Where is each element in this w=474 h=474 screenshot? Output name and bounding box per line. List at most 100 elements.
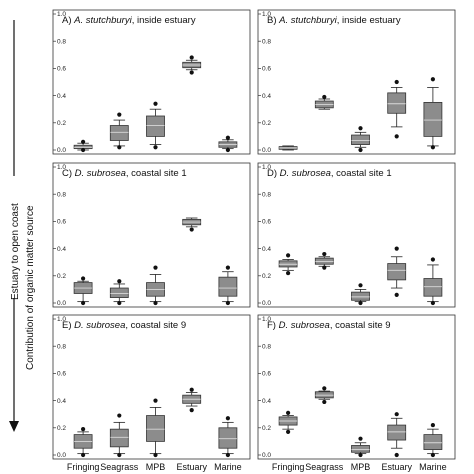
outlier-point [430, 257, 435, 262]
box-seagrass: Seagrass [305, 386, 344, 472]
box-marine [423, 257, 443, 306]
outlier-point [358, 300, 363, 306]
outlier-point [189, 387, 194, 392]
box-fringing: Fringing [272, 410, 304, 472]
box-estuary [387, 79, 407, 139]
y-tick-label: 1.0 [57, 316, 66, 323]
outlier-point [117, 112, 122, 117]
outlier-point [153, 452, 158, 458]
box-estuary [182, 217, 202, 232]
outlier-point [394, 79, 399, 85]
category-label: MPB [146, 462, 166, 472]
y-axis-label: Contribution of organic matter source [25, 205, 36, 370]
box-body [387, 92, 407, 114]
y-tick-label: 0.0 [57, 147, 66, 154]
y-tick-label: 0.8 [57, 38, 66, 45]
box-marine: Marine [214, 416, 242, 472]
outlier-point [153, 101, 158, 106]
panel-title-species: A. stutchburyi [73, 15, 132, 26]
y-tick-label: 0.2 [262, 425, 271, 432]
box-mpb [351, 283, 370, 306]
outlier-point [117, 145, 122, 150]
box-body [351, 445, 370, 453]
box-seagrass [314, 251, 334, 270]
box-mpb [146, 101, 165, 150]
box-fringing: Fringing [67, 427, 99, 472]
outlier-point [430, 422, 435, 428]
panel-title-prefix: C) [62, 168, 75, 179]
y-tick-label: 0.4 [57, 246, 66, 253]
panel-title-suffix: , coastal site 1 [331, 168, 392, 179]
outlier-point [430, 145, 435, 150]
outlier-point [153, 145, 158, 150]
category-label: Estuary [176, 462, 207, 472]
box-fringing [278, 253, 298, 276]
box-marine [218, 265, 238, 306]
outlier-point [81, 139, 86, 144]
y-tick-label: 0.2 [262, 120, 271, 127]
outlier-point [81, 300, 86, 306]
box-body [109, 287, 129, 298]
box-mpb [351, 126, 370, 153]
y-tick-label: 0.8 [262, 343, 271, 350]
y-tick-label: 1.0 [262, 316, 271, 323]
y-tick-label: 0.0 [57, 452, 66, 459]
outlier-point [286, 429, 291, 434]
panel-title-species: D. subrosea [280, 168, 331, 179]
box-marine [423, 77, 443, 150]
outlier-point [394, 246, 399, 251]
panel-frame [257, 314, 456, 460]
outlier-point [322, 251, 327, 257]
outlier-point [225, 416, 230, 421]
box-estuary: Estuary [381, 412, 412, 472]
outlier-point [117, 413, 122, 418]
y-tick-label: 0.8 [262, 38, 271, 45]
y-tick-label: 0.8 [57, 343, 66, 350]
box-seagrass [109, 112, 129, 150]
y-tick-label: 1.0 [57, 164, 66, 171]
box-body [146, 415, 165, 442]
panel-frame [257, 9, 456, 155]
box-body [351, 291, 370, 301]
panel-frame [52, 314, 251, 460]
panel-title-prefix: A) [62, 15, 74, 26]
panel-title-suffix: , inside estuary [337, 15, 401, 26]
y-tick-label: 0.6 [57, 219, 66, 226]
outlier-point [358, 283, 363, 288]
y-tick-label: 1.0 [262, 164, 271, 171]
outlier-point [189, 227, 194, 232]
box-body [387, 424, 407, 441]
outlier-point [430, 77, 435, 82]
box-body [423, 102, 443, 137]
y-tick-label: 0.4 [57, 93, 66, 100]
y-tick-label: 0.6 [262, 219, 271, 226]
outlier-point [394, 452, 399, 458]
box-seagrass [109, 279, 129, 306]
panel-title-suffix: , coastal site 9 [125, 320, 186, 331]
outlier-point [225, 147, 230, 153]
outlier-point [81, 276, 86, 281]
box-body [387, 263, 407, 281]
outlier-point [81, 452, 86, 458]
outlier-point [430, 300, 435, 306]
box-marine: Marine [419, 422, 447, 472]
panel-title: F) D. subrosea, coastal site 9 [267, 320, 391, 331]
panel-title-suffix: , coastal site 9 [330, 320, 391, 331]
outlier-point [394, 134, 399, 139]
outlier-point [189, 408, 194, 413]
box-marine [218, 135, 238, 153]
panel-title-species: D. subrosea [279, 320, 330, 331]
panel-title: D) D. subrosea, coastal site 1 [267, 168, 392, 179]
outlier-point [225, 300, 230, 306]
y-tick-label: 1.0 [57, 11, 66, 18]
box-body [109, 125, 129, 141]
outlier-point [225, 135, 230, 140]
outlier-point [358, 126, 363, 131]
y-tick-label: 1.0 [262, 11, 271, 18]
box-seagrass: Seagrass [100, 413, 139, 472]
outlier-point [153, 265, 158, 270]
panel-title-prefix: E) [62, 320, 74, 331]
outlier-point [286, 253, 291, 258]
outlier-point [358, 452, 363, 458]
